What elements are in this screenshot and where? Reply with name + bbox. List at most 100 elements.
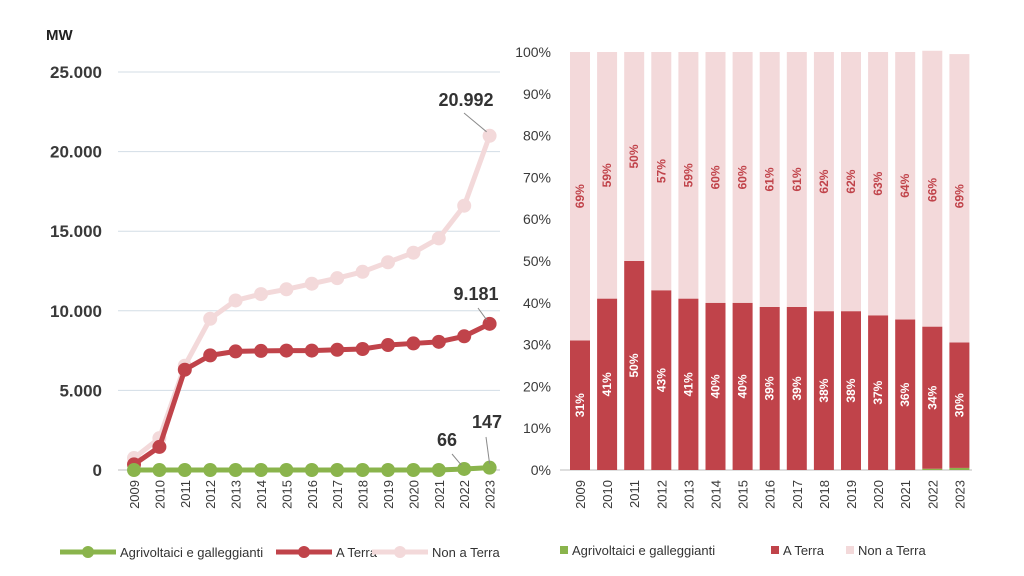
bar-segment (922, 468, 943, 470)
legend-marker (394, 546, 406, 558)
bar-segment (705, 302, 726, 470)
bar-segment (949, 467, 970, 470)
y-tick-label: 0% (531, 462, 551, 478)
data-point (127, 463, 141, 477)
x-tick-label: 2012 (203, 480, 218, 509)
data-label: 66% (925, 178, 939, 202)
data-point (177, 362, 192, 377)
bar-segment (868, 52, 889, 316)
data-label: 41% (600, 372, 614, 396)
data-label: 61% (763, 167, 777, 191)
data-point (304, 276, 319, 291)
bar-segment (949, 342, 970, 468)
data-label: 66 (437, 430, 457, 450)
data-point (431, 231, 446, 246)
data-label: 63% (871, 171, 885, 195)
y-tick-label: 25.000 (50, 63, 102, 82)
bar-segment (570, 52, 590, 341)
data-label: 37% (871, 380, 885, 404)
data-point (203, 348, 218, 363)
y-tick-label: 70% (523, 169, 551, 185)
data-point (254, 463, 268, 477)
data-point (406, 245, 421, 260)
x-tick-label: 2011 (178, 480, 193, 508)
x-tick-label: 2022 (925, 480, 940, 509)
data-point (457, 198, 472, 213)
data-point (304, 343, 319, 358)
series-line (132, 134, 492, 461)
data-point (304, 463, 319, 477)
x-tick-label: 2023 (952, 480, 967, 509)
bar-segment (841, 311, 861, 470)
bar-segment (786, 306, 807, 470)
bar-segment (732, 52, 753, 303)
x-tick-label: 2019 (844, 480, 859, 509)
legend-entry: A Terra (783, 543, 825, 558)
legend-entry: A Terra (336, 545, 378, 560)
bar-segment (597, 52, 618, 299)
x-tick-label: 2020 (406, 480, 421, 509)
x-tick-label: 2012 (654, 480, 669, 509)
bar-segment (597, 298, 618, 470)
x-tick-label: 2019 (381, 480, 396, 509)
data-point (355, 264, 370, 279)
bar-segment (922, 50, 943, 327)
x-tick-label: 2016 (305, 480, 320, 509)
data-label: 30% (952, 393, 966, 417)
x-tick-label: 2017 (790, 480, 805, 509)
data-point (228, 293, 243, 308)
bar-segment (678, 298, 699, 470)
data-point (279, 343, 294, 358)
data-label: 31% (573, 393, 587, 417)
x-tick-label: 2018 (356, 480, 371, 509)
x-tick-label: 2018 (817, 480, 832, 509)
x-tick-label: 2016 (763, 480, 778, 509)
data-label: 59% (681, 163, 695, 187)
y-tick-label: 40% (523, 295, 551, 311)
bar-segment (922, 326, 943, 469)
x-tick-label: 2013 (229, 480, 244, 509)
x-tick-label: 2013 (681, 480, 696, 509)
data-label: 147 (472, 412, 502, 432)
bar-segment (759, 306, 780, 470)
y-tick-label: 15.000 (50, 222, 102, 241)
data-point (177, 463, 192, 477)
data-label: 61% (790, 167, 804, 191)
data-label: 34% (925, 385, 939, 409)
data-point (482, 128, 497, 143)
bar-segment (705, 52, 726, 303)
data-point (254, 343, 268, 358)
data-point (381, 255, 395, 270)
legend-marker (82, 546, 94, 558)
x-tick-label: 2021 (898, 480, 913, 509)
x-tick-label: 2014 (709, 480, 724, 509)
data-point (228, 463, 243, 477)
x-tick-label: 2015 (279, 480, 294, 509)
data-label: 69% (952, 184, 966, 208)
legend-entry: Agrivoltaici e galleggianti (572, 543, 715, 558)
data-point (381, 463, 395, 477)
data-point (355, 342, 370, 357)
data-point (482, 316, 497, 331)
data-point (330, 271, 345, 286)
y-tick-label: 30% (523, 337, 551, 353)
x-tick-label: 2009 (127, 480, 142, 509)
data-label: 59% (600, 163, 614, 187)
y-tick-label: 0 (93, 461, 102, 480)
data-label: 36% (898, 382, 912, 406)
data-point (457, 329, 472, 344)
bar-segment (868, 315, 889, 470)
data-label: 43% (654, 368, 668, 392)
data-point (355, 463, 370, 477)
x-tick-label: 2023 (483, 480, 498, 509)
data-point (431, 463, 446, 477)
y-tick-label: 90% (523, 86, 551, 102)
y-tick-label: 80% (523, 128, 551, 144)
x-tick-label: 2017 (330, 480, 345, 509)
legend-entry: Non a Terra (858, 543, 926, 558)
data-point (152, 439, 167, 454)
bar-segment (895, 52, 916, 320)
bar-segment (624, 52, 645, 261)
annotation-leader (485, 436, 491, 464)
